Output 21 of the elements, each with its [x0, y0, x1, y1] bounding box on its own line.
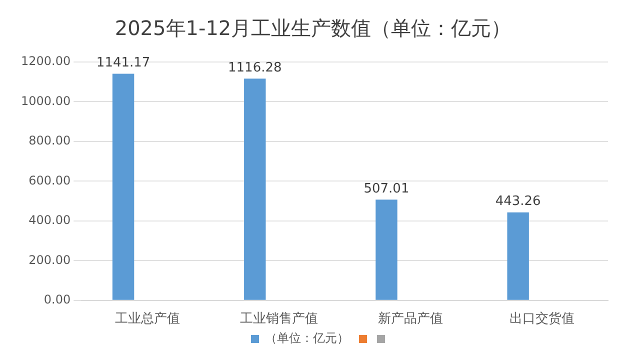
data-label: 507.01	[364, 182, 410, 197]
x-tick-label: 工业总产值	[114, 312, 180, 327]
x-tick-label: 工业销售产值	[240, 312, 318, 327]
y-tick-label: 800.00	[28, 134, 71, 148]
bar	[376, 200, 398, 300]
legend-label: （单位：亿元）	[265, 330, 349, 347]
x-tick-label: 出口交货值	[510, 310, 575, 327]
data-label: 1116.28	[228, 60, 282, 76]
chart-title: 2025年1-12月工业生产数值（单位：亿元）	[114, 16, 512, 40]
x-tick-label: 新产品产值	[378, 312, 444, 327]
y-tick-label: 600.00	[28, 173, 71, 188]
bar	[112, 74, 134, 300]
y-tick-label: 400.00	[28, 213, 71, 228]
bar	[244, 78, 266, 300]
y-tick-label: 0.00	[44, 292, 71, 307]
y-tick-label: 200.00	[28, 252, 71, 267]
bar	[507, 212, 529, 300]
y-tick-label: 1200.00	[21, 54, 71, 68]
y-tick-label: 1000.00	[21, 94, 71, 108]
data-label: 443.26	[495, 194, 541, 210]
data-label: 1141.17	[96, 56, 150, 71]
